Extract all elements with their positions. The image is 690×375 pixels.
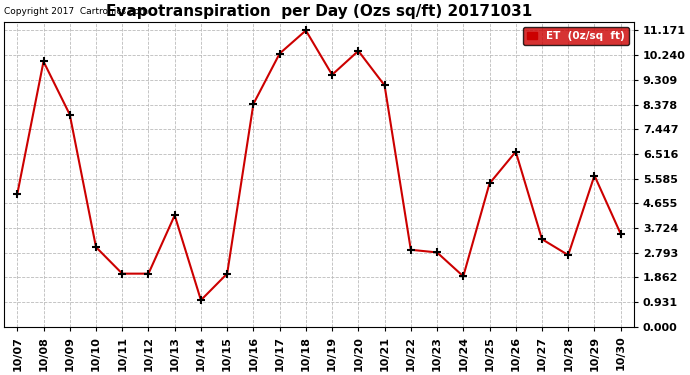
Legend: ET  (0z/sq  ft): ET (0z/sq ft) xyxy=(523,27,629,45)
Title: Evapotranspiration  per Day (Ozs sq/ft) 20171031: Evapotranspiration per Day (Ozs sq/ft) 2… xyxy=(106,4,532,19)
Text: Copyright 2017  Cartronics.com: Copyright 2017 Cartronics.com xyxy=(4,7,148,16)
